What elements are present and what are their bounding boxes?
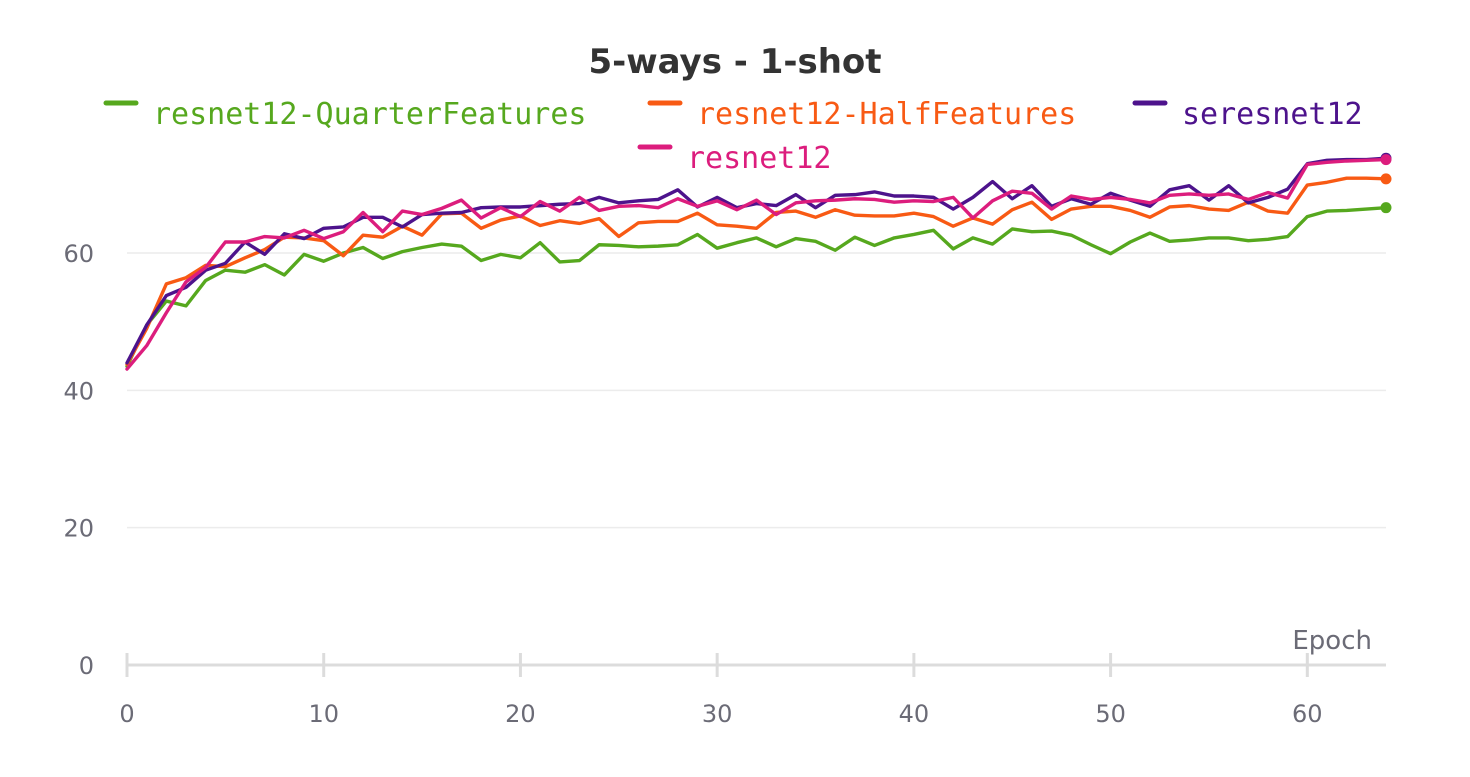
series-end-marker-resnet12-HalfFeatures	[1380, 173, 1392, 185]
y-tick-label: 60	[63, 240, 94, 268]
series-line-resnet12-QuarterFeatures	[125, 205, 1388, 368]
legend: resnet12-QuarterFeatures resnet12-HalfFea…	[103, 97, 1363, 176]
x-tick-label: 10	[308, 700, 339, 728]
series-line-seresnet12	[125, 156, 1388, 365]
legend-label: resnet12-HalfFeatures	[697, 97, 1076, 132]
x-tick-label: 50	[1095, 700, 1126, 728]
legend-label: resnet12	[687, 141, 832, 176]
x-tick-label: 60	[1292, 700, 1323, 728]
x-axis: 0 10 20 30 40 50 60	[119, 653, 1386, 728]
series-line-resnet12	[125, 157, 1388, 371]
legend-item-resnet12-QuarterFeatures[interactable]: resnet12-QuarterFeatures	[103, 97, 586, 132]
series-end-marker-resnet12	[1380, 154, 1392, 166]
x-tick-label: 20	[505, 700, 536, 728]
y-tick-label: 40	[63, 377, 94, 405]
y-tick-label: 20	[63, 515, 94, 543]
series-layer	[125, 152, 1392, 371]
legend-item-resnet12-HalfFeatures[interactable]: resnet12-HalfFeatures	[647, 97, 1076, 132]
legend-label: seresnet12	[1182, 97, 1363, 132]
x-tick-label: 40	[899, 700, 930, 728]
grid: 0 20 40 60	[63, 240, 1386, 680]
x-tick-label: 30	[702, 700, 733, 728]
legend-item-resnet12[interactable]: resnet12	[637, 141, 832, 176]
legend-label: resnet12-QuarterFeatures	[153, 97, 586, 132]
chart-title: 5-ways - 1-shot	[588, 42, 881, 82]
series-line-resnet12-HalfFeatures	[125, 176, 1388, 366]
y-tick-label: 0	[79, 652, 94, 680]
legend-item-seresnet12[interactable]: seresnet12	[1132, 97, 1363, 132]
series-end-marker-resnet12-QuarterFeatures	[1380, 202, 1392, 214]
x-tick-label: 0	[119, 700, 134, 728]
x-axis-label: Epoch	[1292, 626, 1372, 656]
